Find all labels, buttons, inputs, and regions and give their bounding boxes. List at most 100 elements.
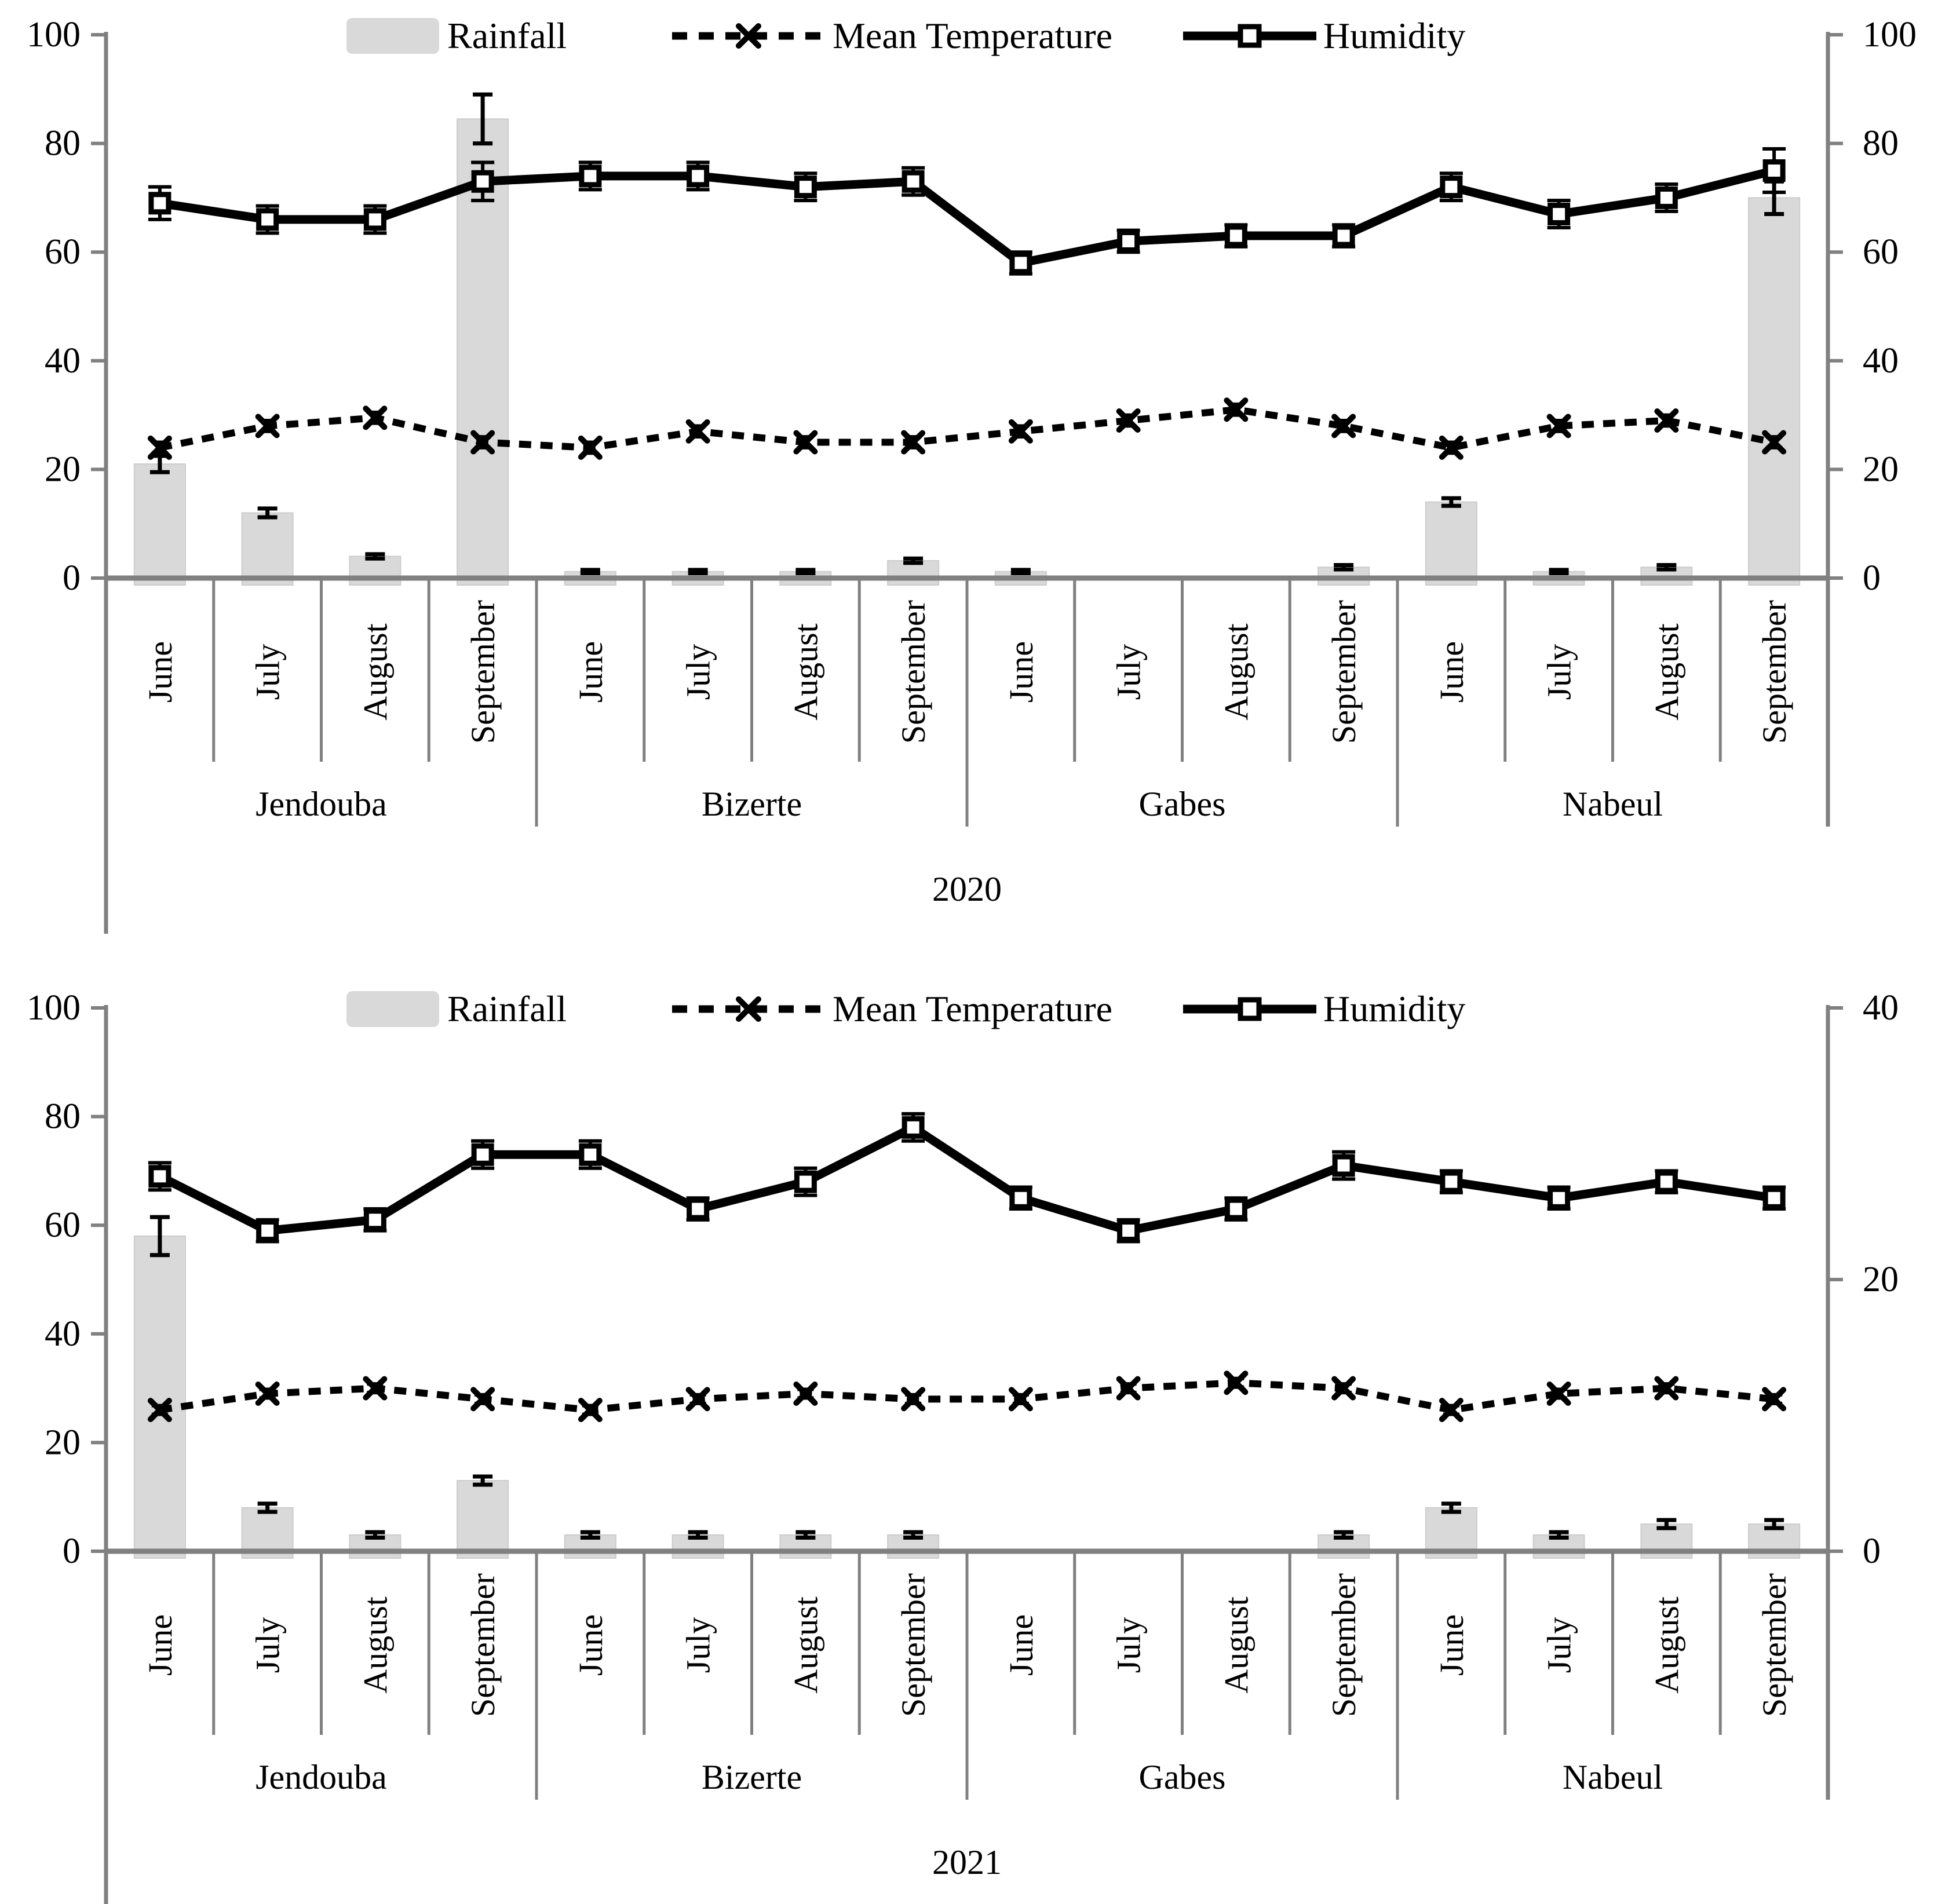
temperature-x-marker [147, 435, 172, 460]
temperature-x-marker [1224, 397, 1249, 422]
month-label: August [1648, 1596, 1685, 1694]
chart-2021-canvas: 0 20 40 60 80 100 0 20 40 June July August September… [27, 988, 1899, 1904]
rainfall-bar [349, 556, 402, 586]
legend-rainfall-swatch [346, 991, 439, 1027]
year-label: 2021 [932, 1843, 1002, 1881]
humidity-square-marker [687, 165, 710, 188]
humidity-square-marker [256, 1219, 279, 1242]
temperature-x-marker [363, 1376, 388, 1401]
humidity-square-marker [1117, 1219, 1140, 1242]
legend-temperature-label: Mean Temperature [833, 15, 1112, 56]
rainfall-bar [1425, 501, 1477, 586]
month-label: July [1541, 1617, 1578, 1673]
humidity-line [159, 166, 1775, 268]
temperature-x-marker [1654, 1376, 1679, 1401]
month-label: June [572, 641, 609, 703]
temperature-x-marker [1762, 1387, 1787, 1412]
month-label: August [787, 1596, 824, 1694]
temperature-series-group [147, 1371, 1787, 1423]
temperature-x-marker [1331, 1376, 1356, 1401]
month-label: September [464, 600, 502, 744]
region-label: Nabeul [1563, 785, 1663, 823]
humidity-square-marker [471, 170, 494, 193]
humidity-square-marker [1440, 1170, 1463, 1193]
left-axis-tick-label: 20 [45, 449, 81, 489]
right-axis-tick-label: 100 [1863, 15, 1917, 54]
temperature-x-marker [793, 430, 818, 455]
humidity-square-marker [902, 170, 925, 193]
humidity-square-marker [148, 192, 171, 215]
month-label: August [1648, 623, 1685, 721]
legend-humidity-label: Humidity [1323, 988, 1465, 1029]
temperature-x-marker [685, 1387, 710, 1412]
month-label: June [572, 1614, 609, 1676]
rainfall-bar [133, 1235, 186, 1559]
month-label: July [249, 1617, 287, 1673]
chart-2020: 0 20 40 60 80 100 0 20 40 60 80 100 June July August Se… [27, 15, 1917, 934]
temperature-x-marker [470, 1387, 495, 1412]
legend-humidity-marker [1238, 997, 1262, 1021]
right-axis-tick-label: 60 [1863, 232, 1899, 272]
humidity-square-marker [794, 176, 817, 199]
region-label: Bizerte [702, 785, 802, 823]
left-axis-tick-label: 0 [63, 1532, 81, 1571]
humidity-square-marker [1117, 229, 1140, 253]
temperature-x-marker [1224, 1371, 1249, 1395]
region-label: Jendouba [256, 785, 387, 823]
month-label: September [464, 1573, 502, 1717]
month-label: June [1433, 1614, 1470, 1676]
month-label: June [1433, 641, 1470, 703]
left-axis-tick-label: 60 [45, 232, 81, 272]
humidity-square-marker [1548, 203, 1571, 226]
legend-humidity-marker [1238, 24, 1262, 48]
month-label: August [787, 623, 824, 721]
humidity-series-group [148, 147, 1786, 276]
humidity-square-marker [1224, 1197, 1247, 1220]
legend-group: Rainfall Mean Temperature Humidity [346, 15, 1465, 56]
category-labels-group: June July August September June July August Sep… [141, 600, 1793, 908]
left-axis-tick-label: 40 [45, 341, 81, 381]
left-axis-tick-label: 0 [63, 558, 81, 598]
legend-humidity-label: Humidity [1323, 15, 1465, 56]
humidity-square-marker [1762, 1186, 1786, 1209]
month-label: September [895, 1573, 932, 1717]
month-label: September [1755, 1573, 1793, 1717]
humidity-square-marker [1440, 176, 1463, 199]
left-axis-tick-label: 60 [45, 1205, 81, 1245]
month-label: August [356, 623, 394, 721]
temperature-series-group [147, 397, 1787, 460]
temperature-line [159, 406, 1775, 451]
humidity-square-marker [1655, 186, 1678, 209]
temperature-x-marker [255, 414, 280, 438]
region-label: Gabes [1139, 785, 1226, 823]
humidity-square-marker [363, 1208, 386, 1231]
humidity-square-marker [1548, 1186, 1571, 1209]
humidity-series-group [148, 1112, 1786, 1244]
month-label: July [1110, 644, 1148, 700]
temperature-x-marker [578, 435, 603, 460]
rainfall-bar [1748, 197, 1801, 586]
temperature-x-marker [363, 405, 388, 430]
humidity-square-marker [1009, 1186, 1032, 1209]
right-axis-tick-label: 0 [1863, 1532, 1881, 1571]
temperature-x-marker [901, 1387, 926, 1412]
month-label: July [1541, 644, 1578, 700]
month-label: August [1217, 1596, 1255, 1694]
temperature-x-marker [1116, 1376, 1141, 1401]
humidity-square-marker [579, 1143, 602, 1166]
month-label: July [249, 644, 287, 700]
left-axis-tick-label: 80 [45, 1097, 81, 1136]
right-axis-tick-label: 40 [1863, 988, 1899, 1028]
temperature-x-marker [1546, 414, 1571, 438]
temperature-x-marker [685, 419, 710, 444]
month-label: August [356, 1596, 394, 1694]
left-axis-tick-label: 40 [45, 1314, 81, 1354]
humidity-square-marker [902, 1116, 925, 1139]
humidity-square-marker [1009, 251, 1032, 275]
humidity-square-marker [579, 165, 602, 188]
region-label: Nabeul [1563, 1758, 1663, 1796]
year-label: 2020 [932, 870, 1002, 908]
temperature-x-marker [1546, 1381, 1571, 1406]
region-label: Jendouba [256, 1758, 387, 1796]
humidity-square-marker [1332, 224, 1355, 247]
